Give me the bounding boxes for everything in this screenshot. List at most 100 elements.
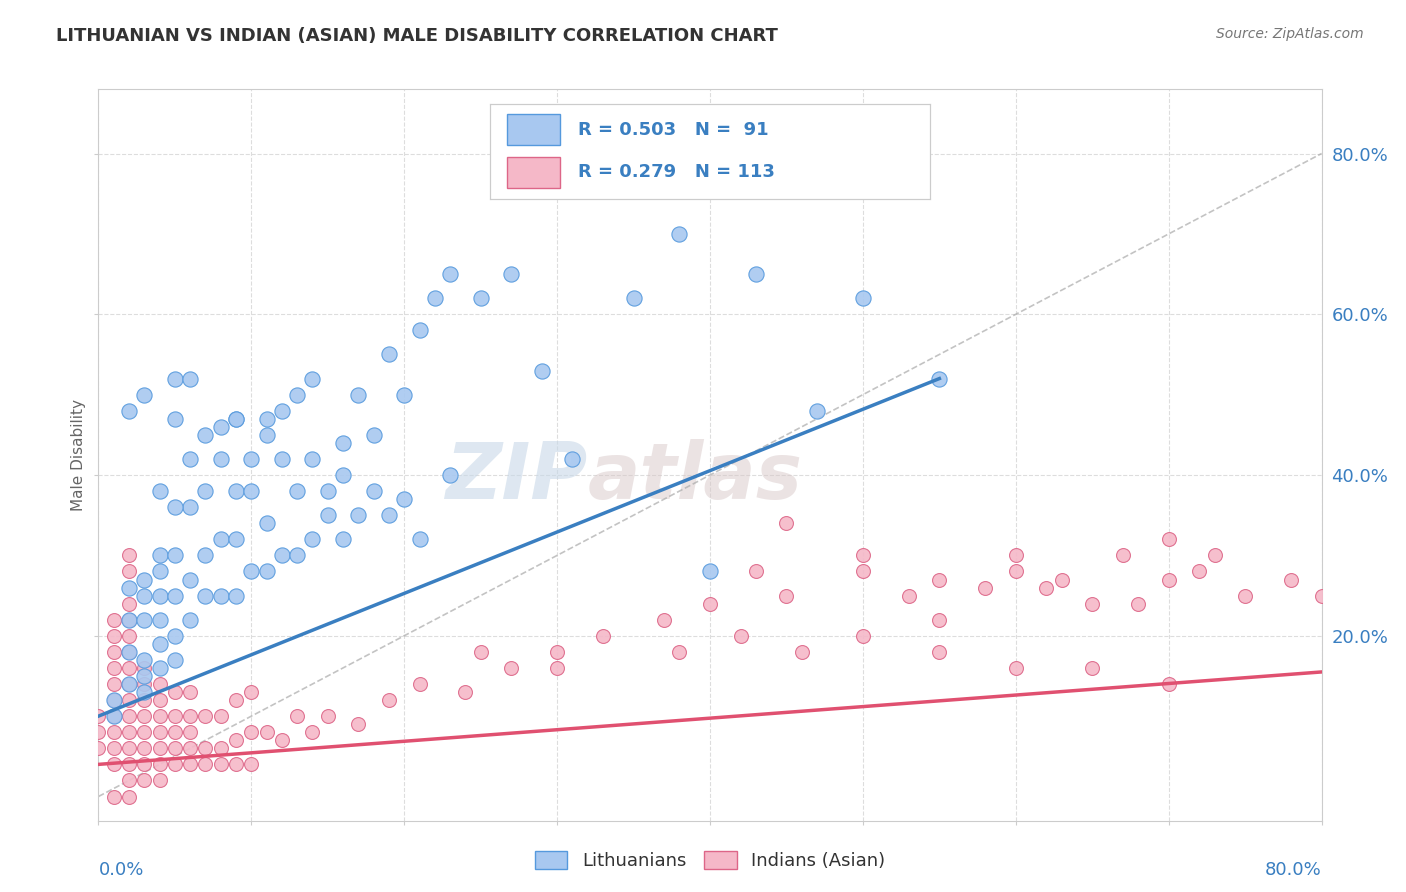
Point <box>1112 549 1135 563</box>
Point <box>194 484 217 499</box>
Point <box>225 411 247 425</box>
Point <box>134 589 156 603</box>
Point <box>790 645 813 659</box>
Point <box>928 371 950 385</box>
Point <box>1310 589 1333 603</box>
Point <box>225 589 247 603</box>
Point <box>852 565 875 579</box>
Point <box>149 549 172 563</box>
Point <box>1157 677 1180 691</box>
Point <box>363 484 385 499</box>
Point <box>179 573 201 587</box>
Point <box>118 741 141 756</box>
Point <box>347 387 370 401</box>
Point <box>149 725 172 739</box>
Point <box>745 267 768 281</box>
Text: atlas: atlas <box>588 439 803 515</box>
Point <box>103 709 125 723</box>
Point <box>1128 597 1150 611</box>
Point <box>163 549 186 563</box>
Point <box>561 452 583 467</box>
Point <box>103 757 125 772</box>
Point <box>118 677 141 691</box>
Point <box>270 733 292 747</box>
Point <box>501 267 523 281</box>
Point <box>592 629 614 643</box>
Text: LITHUANIAN VS INDIAN (ASIAN) MALE DISABILITY CORRELATION CHART: LITHUANIAN VS INDIAN (ASIAN) MALE DISABI… <box>56 27 778 45</box>
Point <box>301 371 323 385</box>
Point <box>285 549 308 563</box>
Point <box>301 725 323 739</box>
Point <box>163 500 186 515</box>
Point <box>179 613 201 627</box>
Point <box>134 573 156 587</box>
Point <box>775 589 797 603</box>
Point <box>332 435 354 450</box>
Point <box>209 419 232 434</box>
Point <box>852 549 875 563</box>
Point <box>118 645 141 659</box>
Point <box>149 565 172 579</box>
Point <box>163 589 186 603</box>
Point <box>423 291 446 305</box>
Point <box>149 773 172 788</box>
Point <box>103 709 125 723</box>
Point <box>285 484 308 499</box>
Point <box>149 677 172 691</box>
Point <box>118 661 141 675</box>
Point <box>240 452 263 467</box>
Point <box>928 645 950 659</box>
Point <box>134 709 156 723</box>
Point <box>745 565 768 579</box>
Point <box>118 403 141 417</box>
Point <box>134 757 156 772</box>
Point <box>378 693 401 707</box>
Point <box>1081 661 1104 675</box>
Point <box>530 363 553 377</box>
Point <box>134 677 156 691</box>
Point <box>149 637 172 651</box>
Point <box>87 709 110 723</box>
Point <box>103 725 125 739</box>
Point <box>163 629 186 643</box>
Point <box>470 645 492 659</box>
Point <box>209 533 232 547</box>
Point <box>149 741 172 756</box>
Point <box>928 613 950 627</box>
Point <box>194 757 217 772</box>
Point <box>103 741 125 756</box>
Point <box>225 693 247 707</box>
Point <box>1188 565 1211 579</box>
Text: 0.0%: 0.0% <box>98 861 143 879</box>
Point <box>209 452 232 467</box>
Point <box>134 741 156 756</box>
Point <box>163 709 186 723</box>
Point <box>179 741 201 756</box>
Point <box>1004 565 1026 579</box>
Point <box>118 597 141 611</box>
Point <box>408 677 430 691</box>
Point <box>699 597 721 611</box>
Point <box>240 484 263 499</box>
Point <box>179 725 201 739</box>
Point <box>225 533 247 547</box>
Point <box>775 516 797 531</box>
Point <box>179 500 201 515</box>
Point <box>209 757 232 772</box>
Point <box>163 371 186 385</box>
Point <box>378 508 401 523</box>
Point <box>668 227 690 241</box>
Point <box>928 573 950 587</box>
Point <box>501 661 523 675</box>
Point <box>163 741 186 756</box>
Point <box>118 709 141 723</box>
Point <box>149 589 172 603</box>
Point <box>225 733 247 747</box>
Point <box>103 789 125 804</box>
Point <box>285 709 308 723</box>
Text: ZIP: ZIP <box>446 439 588 515</box>
Y-axis label: Male Disability: Male Disability <box>70 399 86 511</box>
Point <box>179 757 201 772</box>
Point <box>134 387 156 401</box>
Point <box>118 581 141 595</box>
